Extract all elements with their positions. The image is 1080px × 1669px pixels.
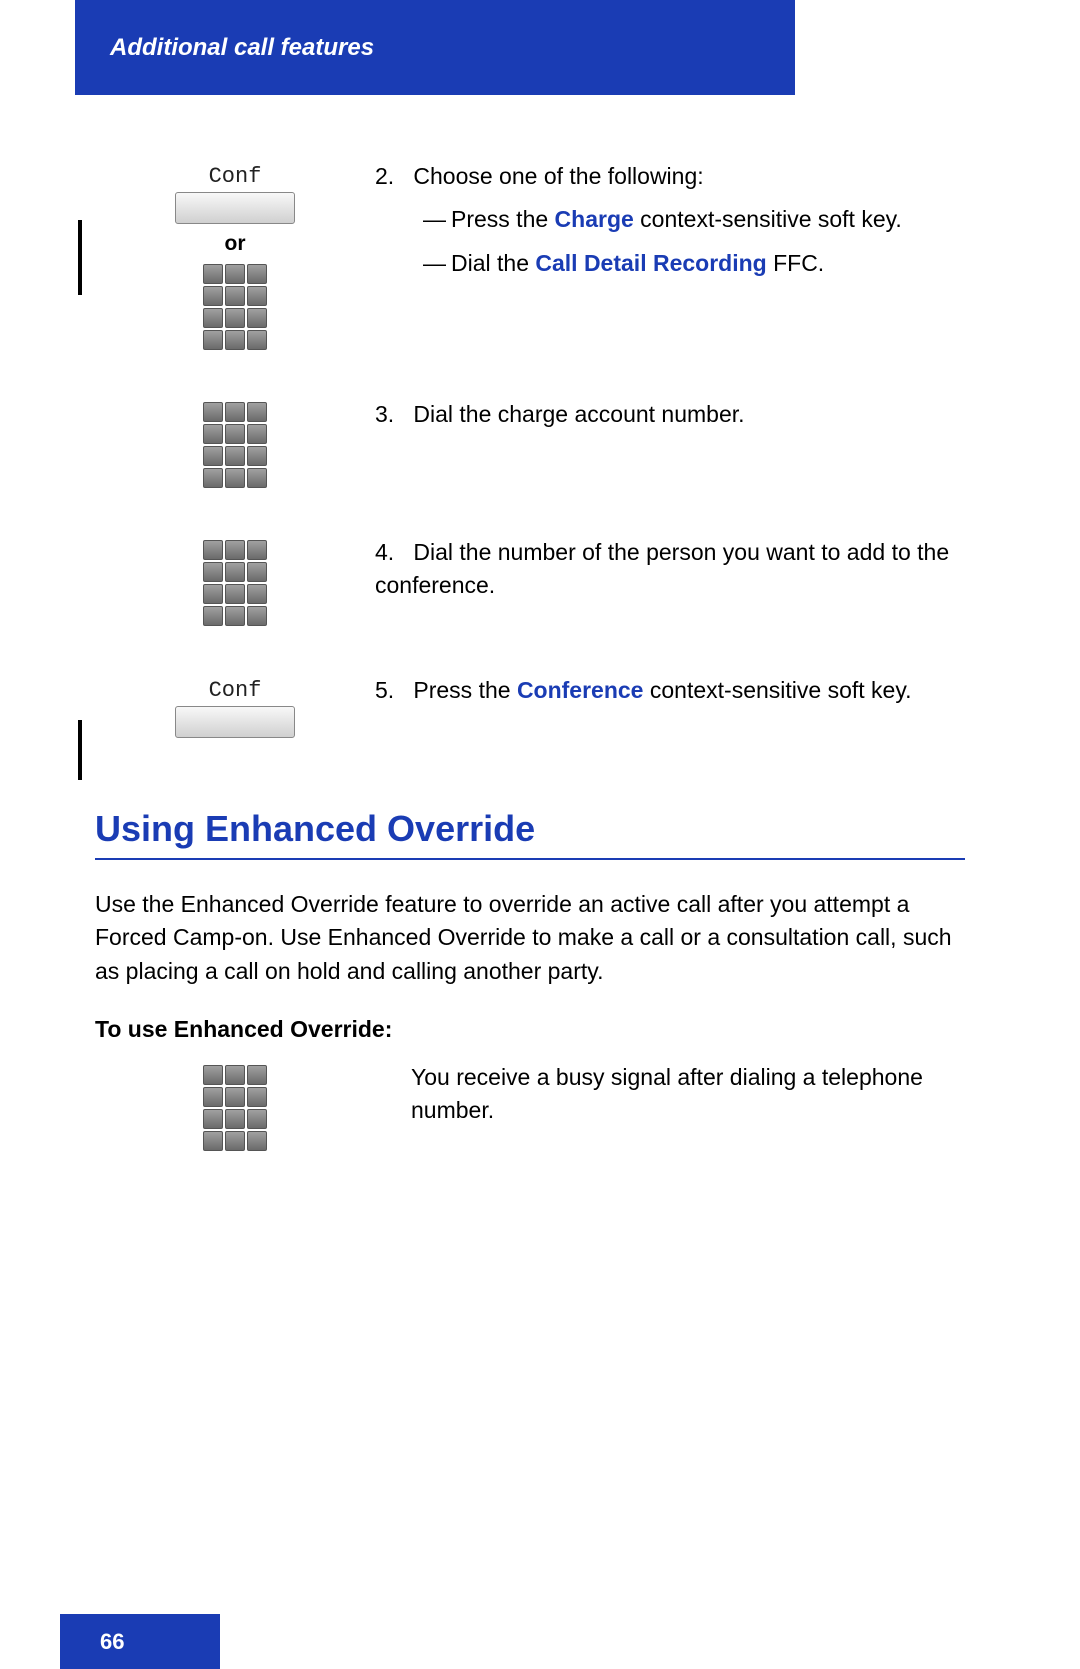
section-heading: Using Enhanced Override — [95, 808, 965, 860]
step-4-row: 4. Dial the number of the person you wan… — [95, 536, 965, 626]
soft-key-button — [175, 192, 295, 224]
override-step-row: You receive a busy signal after dialing … — [95, 1061, 965, 1151]
step-number: 2. — [375, 160, 407, 193]
section-paragraph: Use the Enhanced Override feature to ove… — [95, 888, 965, 988]
change-bar-icon — [78, 220, 82, 295]
section-subheading: To use Enhanced Override: — [95, 1016, 965, 1043]
step-5-icons: Conf — [95, 674, 375, 738]
step-2-icons: Conf or — [95, 160, 375, 350]
step-text: Dial the charge account number. — [413, 401, 744, 427]
header-title: Additional call features — [110, 34, 374, 62]
page-content: Conf or 2. Choose one of the following: … — [95, 160, 965, 1199]
step-number: 5. — [375, 674, 407, 707]
step-4-text: 4. Dial the number of the person you wan… — [375, 536, 965, 603]
page-number: 66 — [100, 1629, 124, 1655]
soft-key-button — [175, 706, 295, 738]
dash-icon: — — [423, 203, 451, 236]
step-3-text: 3. Dial the charge account number. — [375, 398, 965, 431]
conf-label: Conf — [209, 678, 262, 703]
keypad-icon — [203, 402, 267, 488]
step-5-text: 5. Press the Conference context-sensitiv… — [375, 674, 965, 707]
cdr-term: Call Detail Recording — [535, 250, 766, 276]
step-3-row: 3. Dial the charge account number. — [95, 398, 965, 488]
change-bar-icon — [78, 720, 82, 780]
keypad-icon — [203, 1065, 267, 1151]
step-text: Press the Conference context-sensitive s… — [413, 677, 911, 703]
charge-term: Charge — [555, 206, 634, 232]
step-number: 3. — [375, 398, 407, 431]
step-2-row: Conf or 2. Choose one of the following: … — [95, 160, 965, 350]
sub-item-text: Dial the Call Detail Recording FFC. — [451, 247, 965, 280]
step-lead: Choose one of the following: — [413, 163, 703, 189]
sub-item-text: Press the Charge context-sensitive soft … — [451, 203, 965, 236]
footer-bar: 66 — [60, 1614, 220, 1669]
step-5-row: Conf 5. Press the Conference context-sen… — [95, 674, 965, 738]
step-2-text: 2. Choose one of the following: — Press … — [375, 160, 965, 280]
step-number: 4. — [375, 536, 407, 569]
or-label: or — [225, 232, 246, 256]
keypad-icon — [203, 264, 267, 350]
conference-term: Conference — [517, 677, 644, 703]
busy-signal-text: You receive a busy signal after dialing … — [411, 1064, 923, 1123]
dash-icon: — — [423, 247, 451, 280]
override-text: You receive a busy signal after dialing … — [375, 1061, 965, 1128]
header-bar: Additional call features — [75, 0, 795, 95]
keypad-icon — [203, 540, 267, 626]
override-icons — [95, 1061, 375, 1151]
step-4-icons — [95, 536, 375, 626]
step-3-icons — [95, 398, 375, 488]
conf-label: Conf — [209, 164, 262, 189]
step-text: Dial the number of the person you want t… — [375, 539, 949, 598]
